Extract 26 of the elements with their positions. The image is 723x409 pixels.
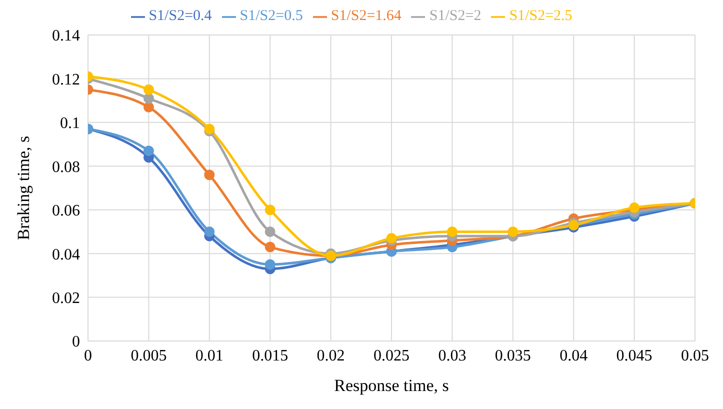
- x-tick-label: 0.045: [616, 347, 652, 364]
- x-tick-label: 0.02: [316, 347, 345, 364]
- y-tick-label: 0.06: [52, 202, 80, 220]
- y-tick-label: 0.04: [52, 246, 80, 264]
- y-tick-label: 0.14: [52, 28, 80, 45]
- y-tick-label: 0.08: [52, 158, 80, 176]
- x-tick-label: 0: [84, 347, 92, 364]
- legend-label: S1/S2=2.5: [509, 8, 572, 24]
- y-tick-label: 0.12: [52, 71, 80, 88]
- x-axis-title: Response time, s: [334, 376, 449, 395]
- x-tick-label: 0.035: [494, 347, 531, 364]
- legend-label: S1/S2=2: [429, 8, 482, 24]
- legend-label: S1/S2=0.5: [240, 8, 303, 24]
- x-tick-label: 0.01: [195, 347, 224, 364]
- y-tick-label: 0.02: [52, 290, 80, 307]
- x-tick-label: 0.015: [252, 347, 288, 364]
- x-tick-label: 0.025: [374, 347, 410, 364]
- x-tick-label: 0.04: [560, 347, 588, 364]
- y-tick-label: 0.1: [60, 115, 80, 132]
- legend-label: S1/S2=0.4: [148, 8, 212, 24]
- legend-label: S1/S2=1.64: [330, 8, 402, 24]
- x-tick-label: 0.03: [438, 347, 466, 364]
- x-tick-label: 0.05: [681, 347, 709, 364]
- y-axis-title: Braking time, s: [14, 136, 34, 240]
- x-tick-label: 0.005: [130, 347, 167, 364]
- y-tick-label: 0: [72, 334, 80, 351]
